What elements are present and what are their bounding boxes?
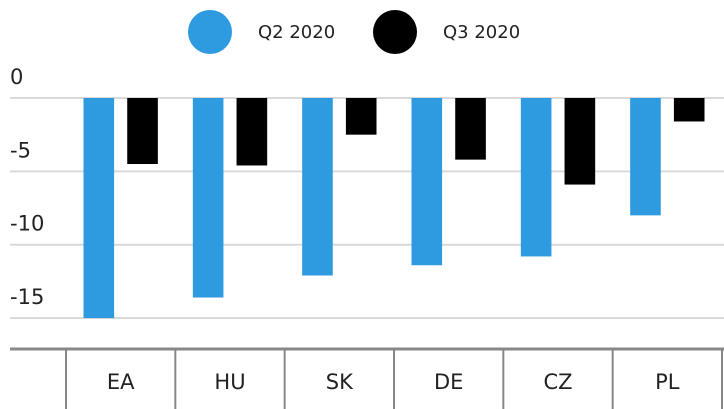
legend-label: Q2 2020 xyxy=(258,22,335,43)
bar xyxy=(302,98,333,276)
y-tick-label: -5 xyxy=(10,138,31,162)
bar xyxy=(192,98,224,298)
x-tick-label: CZ xyxy=(543,370,572,394)
legend-swatch xyxy=(373,10,417,54)
y-tick-label: -15 xyxy=(10,285,44,309)
x-tick-label: DE xyxy=(434,370,463,394)
bar xyxy=(236,98,268,166)
legend-swatch xyxy=(188,10,232,54)
x-tick-label: PL xyxy=(655,370,680,394)
bar xyxy=(455,98,486,160)
bar xyxy=(411,98,443,266)
y-tick-label: 0 xyxy=(10,65,23,89)
bar xyxy=(630,98,661,216)
x-tick-label: EA xyxy=(107,370,135,394)
bar xyxy=(83,98,115,319)
bar xyxy=(564,98,596,185)
y-tick-label: -10 xyxy=(10,212,44,236)
bar xyxy=(673,98,705,122)
bar xyxy=(127,98,158,165)
legend-label: Q3 2020 xyxy=(443,22,520,43)
x-tick-label: SK xyxy=(326,370,354,394)
bar xyxy=(520,98,552,257)
x-tick-label: HU xyxy=(214,370,245,394)
bar xyxy=(345,98,377,135)
